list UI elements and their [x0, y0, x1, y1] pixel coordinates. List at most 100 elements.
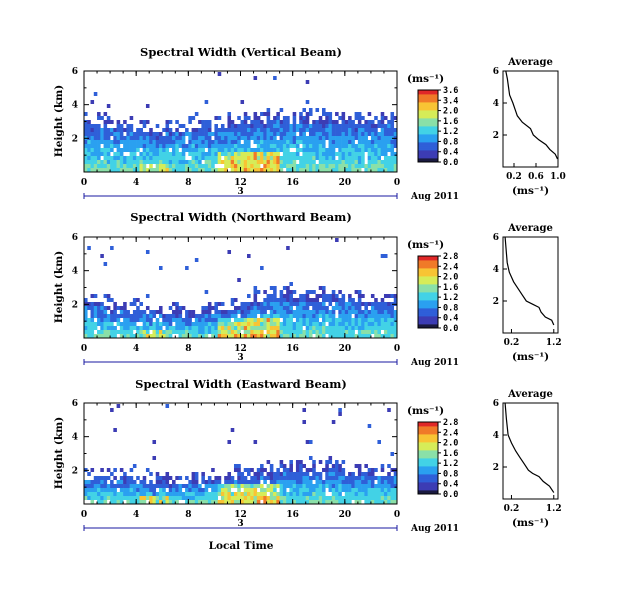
heatmap-cell [344, 160, 349, 164]
heatmap-cell [269, 160, 274, 164]
heatmap-cell [299, 148, 303, 152]
heatmap-cell [253, 314, 258, 318]
heatmap-cell [129, 480, 134, 484]
heatmap-cell [198, 160, 202, 164]
heatmap-cell [175, 310, 179, 314]
colorbar-segment [418, 272, 438, 275]
colorbar-segment [418, 430, 438, 433]
heatmap-cell [370, 492, 375, 496]
heatmap-cell [380, 314, 385, 318]
heatmap-cell [335, 144, 339, 148]
heatmap-cell [282, 330, 287, 334]
heatmap-cell [295, 128, 300, 132]
heatmap-cell [357, 298, 362, 302]
heatmap-cell [295, 152, 300, 156]
heatmap-cell [204, 500, 209, 504]
heatmap-cell [181, 334, 186, 338]
heatmap-cell [155, 476, 160, 480]
heatmap-cell [286, 310, 290, 314]
heatmap-cell [387, 310, 391, 314]
heatmap-cell [93, 488, 98, 492]
heatmap-cell [247, 156, 251, 160]
heatmap-cell [87, 334, 91, 338]
heatmap-cell [312, 148, 316, 152]
heatmap-cell [217, 152, 222, 156]
heatmap-cell [237, 472, 241, 476]
heatmap-cell [256, 492, 261, 496]
heatmap-cell [282, 132, 287, 136]
heatmap-cell [344, 140, 349, 144]
heatmap-cell [142, 334, 147, 338]
heatmap-cell [106, 484, 111, 488]
heatmap-cell [103, 164, 108, 168]
heatmap-cell [341, 156, 346, 160]
heatmap-cell [315, 156, 320, 160]
heatmap-cell [289, 318, 293, 322]
heatmap-cell [273, 322, 277, 326]
heatmap-cell [335, 496, 339, 500]
heatmap-cell [178, 492, 183, 496]
heatmap-cell [155, 472, 160, 476]
heatmap-cell [299, 140, 303, 144]
heatmap-cell [387, 306, 391, 310]
heatmap-cell [299, 120, 303, 124]
average-x-tick-label: 1.2 [546, 504, 562, 514]
colorbar-segment [418, 316, 438, 319]
heatmap-cell [201, 318, 205, 322]
heatmap-cell [331, 492, 336, 496]
heatmap-cell [266, 136, 271, 140]
y-tick-label: 2 [72, 466, 78, 476]
heatmap-cell [282, 160, 287, 164]
heatmap-cell [302, 128, 307, 132]
heatmap-cell [260, 496, 264, 500]
heatmap-cell [273, 116, 277, 120]
heatmap-cell [260, 472, 264, 476]
heatmap-cell [289, 302, 293, 306]
heatmap-cell [116, 164, 121, 168]
heatmap-cell [357, 128, 362, 132]
heatmap-cell [113, 428, 117, 432]
y-tick-label: 2 [72, 134, 78, 144]
heatmap-cell [393, 484, 398, 488]
heatmap-cell [129, 136, 134, 140]
heatmap-cell [188, 136, 192, 140]
colorbar-segment [418, 146, 438, 149]
heatmap-cell [214, 144, 218, 148]
heatmap-cell [132, 144, 137, 148]
heatmap-cell [207, 160, 212, 164]
heatmap-cell [106, 128, 111, 132]
heatmap-cell [191, 140, 196, 144]
heatmap-cell [348, 168, 352, 172]
heatmap-cell [178, 334, 183, 338]
heatmap-cell [87, 120, 91, 124]
heatmap-cell [364, 492, 368, 496]
heatmap-cell [269, 484, 274, 488]
colorbar-segment [418, 466, 438, 469]
heatmap-cell [253, 318, 258, 322]
heatmap-cell [370, 322, 375, 326]
average-x-tick-label: 1.0 [550, 172, 566, 182]
heatmap-cell [260, 168, 264, 172]
heatmap-cell [338, 464, 342, 468]
heatmap-cell [292, 152, 297, 156]
heatmap-cell [361, 160, 365, 164]
heatmap-cell [158, 144, 163, 148]
heatmap-cell [172, 326, 176, 330]
heatmap-cell [194, 330, 199, 334]
heatmap-cell [308, 476, 313, 480]
heatmap-cell [299, 500, 303, 504]
heatmap-cell [191, 472, 196, 476]
heatmap-cell [318, 160, 323, 164]
heatmap-cell [331, 156, 336, 160]
heatmap-cell [119, 152, 124, 156]
heatmap-cell [282, 322, 287, 326]
heatmap-cell [90, 326, 95, 330]
heatmap-cell [292, 140, 297, 144]
heatmap-cell [198, 132, 202, 136]
heatmap-cell [211, 144, 215, 148]
heatmap-cell [341, 310, 346, 314]
heatmap-cell [256, 124, 261, 128]
heatmap-cell [93, 476, 98, 480]
heatmap-cell [338, 148, 342, 152]
heatmap-cell [227, 500, 232, 504]
